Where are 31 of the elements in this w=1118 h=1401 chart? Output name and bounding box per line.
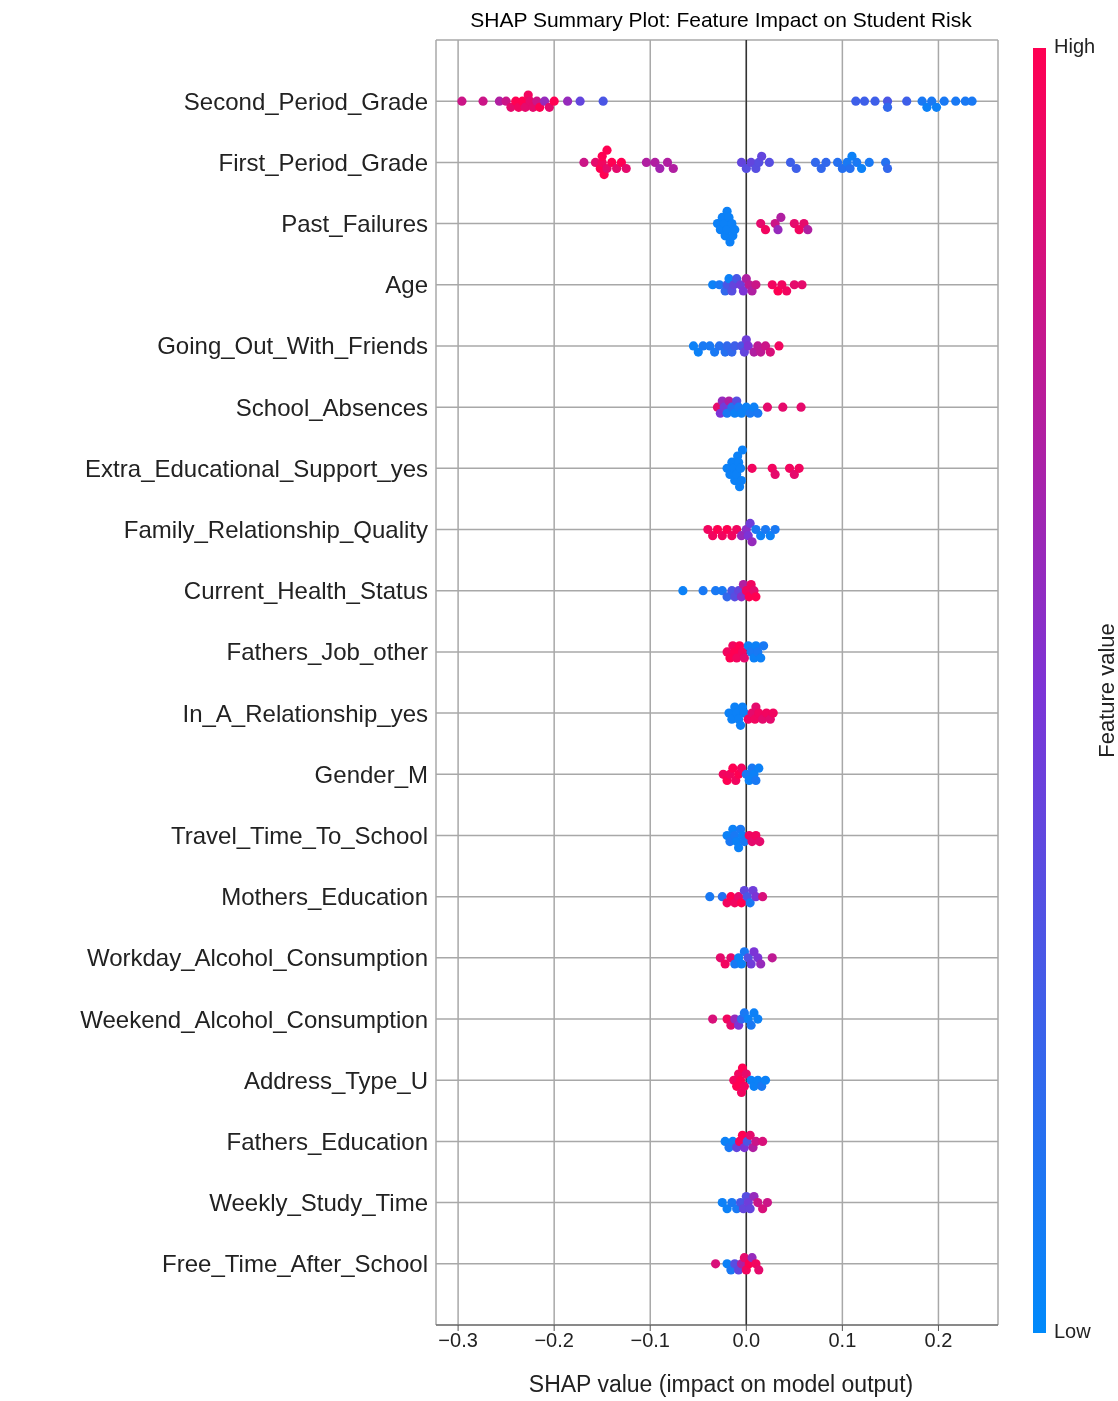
y-tick-label: Age <box>385 271 428 299</box>
y-tick-label: Current_Health_Status <box>183 577 428 605</box>
y-tick-label: Fathers_Education <box>226 1127 428 1155</box>
x-tick-label: 0.2 <box>924 1329 953 1352</box>
x-tick-label: −0.1 <box>630 1329 670 1352</box>
text: High <box>1054 35 1096 58</box>
x-tick-label: −0.2 <box>534 1329 574 1352</box>
color-bar-title: Feature value <box>1093 623 1118 758</box>
y-tick-label: School_Absences <box>235 393 428 421</box>
text: Low <box>1054 1320 1092 1343</box>
x-tick-label: 0.1 <box>828 1329 857 1352</box>
x-axis-title: SHAP value (impact on model output) <box>527 1371 915 1398</box>
y-tick-label: Weekly_Study_Time <box>209 1189 428 1217</box>
y-tick-label: Travel_Time_To_School <box>170 822 428 849</box>
y-tick-label: Fathers_Job_other <box>226 638 428 666</box>
x-tick-label: −0.3 <box>438 1329 478 1352</box>
y-tick-label: Weekend_Alcohol_Consumption <box>80 1005 428 1033</box>
y-tick-label: Mothers_Education <box>221 883 428 911</box>
y-tick-label: Gender_M <box>314 760 428 788</box>
y-tick-label: First_Period_Grade <box>218 148 428 176</box>
y-tick-label: Address_Type_U <box>243 1066 428 1094</box>
y-tick-label: In_A_Relationship_yes <box>182 699 428 727</box>
y-tick-label: Past_Failures <box>281 210 428 238</box>
y-tick-label: Extra_Educational_Support_yes <box>85 454 428 482</box>
x-tick-label: 0.0 <box>732 1329 761 1352</box>
y-tick-label: Free_Time_After_School <box>162 1250 428 1278</box>
y-tick-label: Workday_Alcohol_Consumption <box>86 944 428 972</box>
y-tick-label: Going_Out_With_Friends <box>157 332 428 360</box>
y-tick-label: Second_Period_Grade <box>183 87 428 115</box>
y-tick-label: Family_Relationship_Quality <box>123 516 428 544</box>
chart-title: SHAP Summary Plot: Feature Impact on Student Risk <box>469 8 973 32</box>
